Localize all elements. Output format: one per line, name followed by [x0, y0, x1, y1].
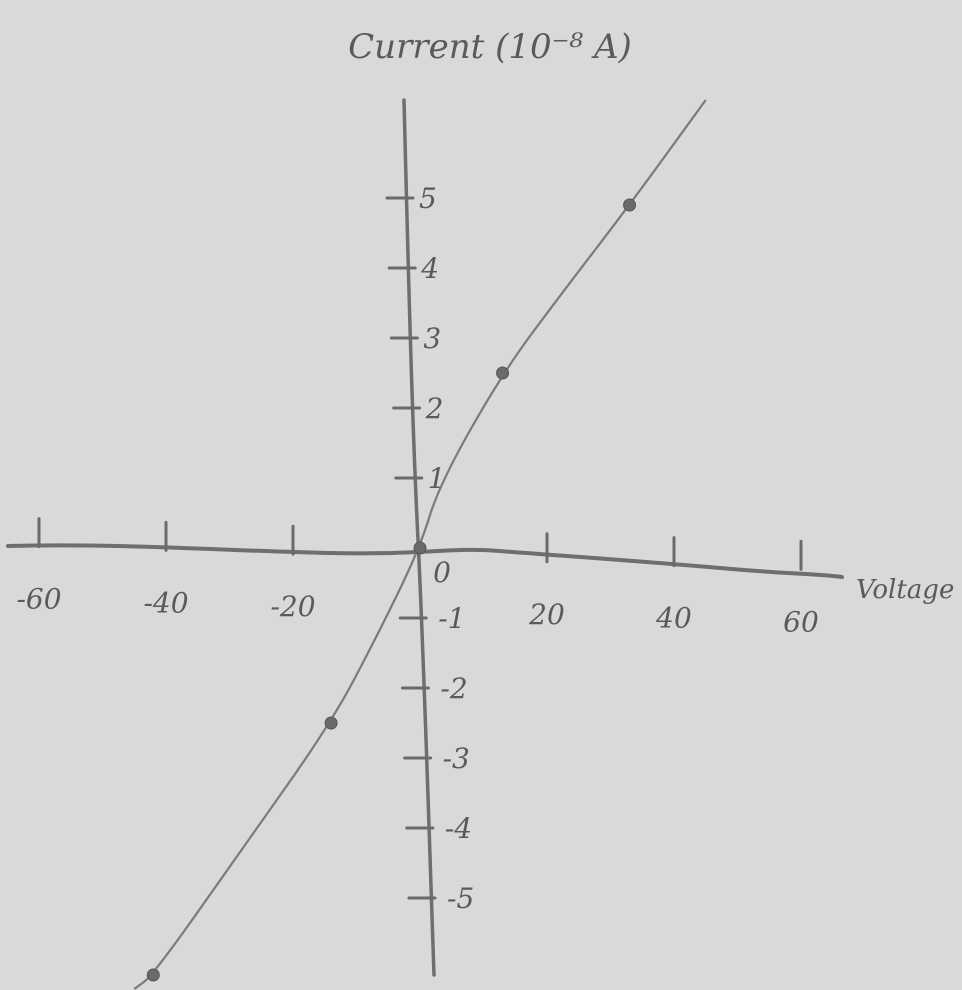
- series-line: [133, 99, 707, 990]
- data-point: [146, 968, 160, 982]
- data-point: [324, 716, 338, 730]
- x-tick-label: 20: [528, 598, 565, 631]
- x-axis-label: Voltage (mV): [856, 575, 962, 605]
- x-tick-label: -40: [143, 586, 188, 619]
- y-tick-label: -5: [447, 882, 474, 915]
- x-tick-label: 0: [433, 556, 451, 589]
- y-ticks: 5 4 3 2 1 -1 -2 -3 -4 -5: [385, 182, 474, 915]
- y-tick-label: 2: [425, 392, 444, 425]
- x-tick-label: -60: [16, 583, 61, 616]
- data-point: [623, 198, 637, 212]
- y-axis: [402, 98, 436, 977]
- x-ticks: -60 -40 -20 0 20 40 60: [16, 517, 819, 638]
- x-tick-label: -20: [270, 590, 315, 623]
- y-tick-label: 1: [428, 462, 446, 495]
- x-axis: [6, 543, 844, 579]
- x-tick-label: 60: [783, 605, 819, 638]
- curve-layer: [133, 99, 707, 990]
- y-tick-label: -2: [440, 672, 467, 705]
- y-tick-label: -1: [438, 602, 465, 635]
- y-tick-label: -4: [445, 812, 472, 845]
- y-tick-label: 3: [423, 322, 441, 355]
- y-tick-label: 4: [420, 252, 439, 285]
- data-point: [496, 366, 510, 380]
- y-axis-label: Current (10⁻⁸ A): [348, 27, 632, 67]
- x-tick-label: 40: [655, 602, 692, 635]
- y-tick-label: 5: [419, 182, 437, 215]
- point-layer: [146, 198, 637, 982]
- data-point: [413, 541, 427, 555]
- y-tick-label: -3: [443, 742, 470, 775]
